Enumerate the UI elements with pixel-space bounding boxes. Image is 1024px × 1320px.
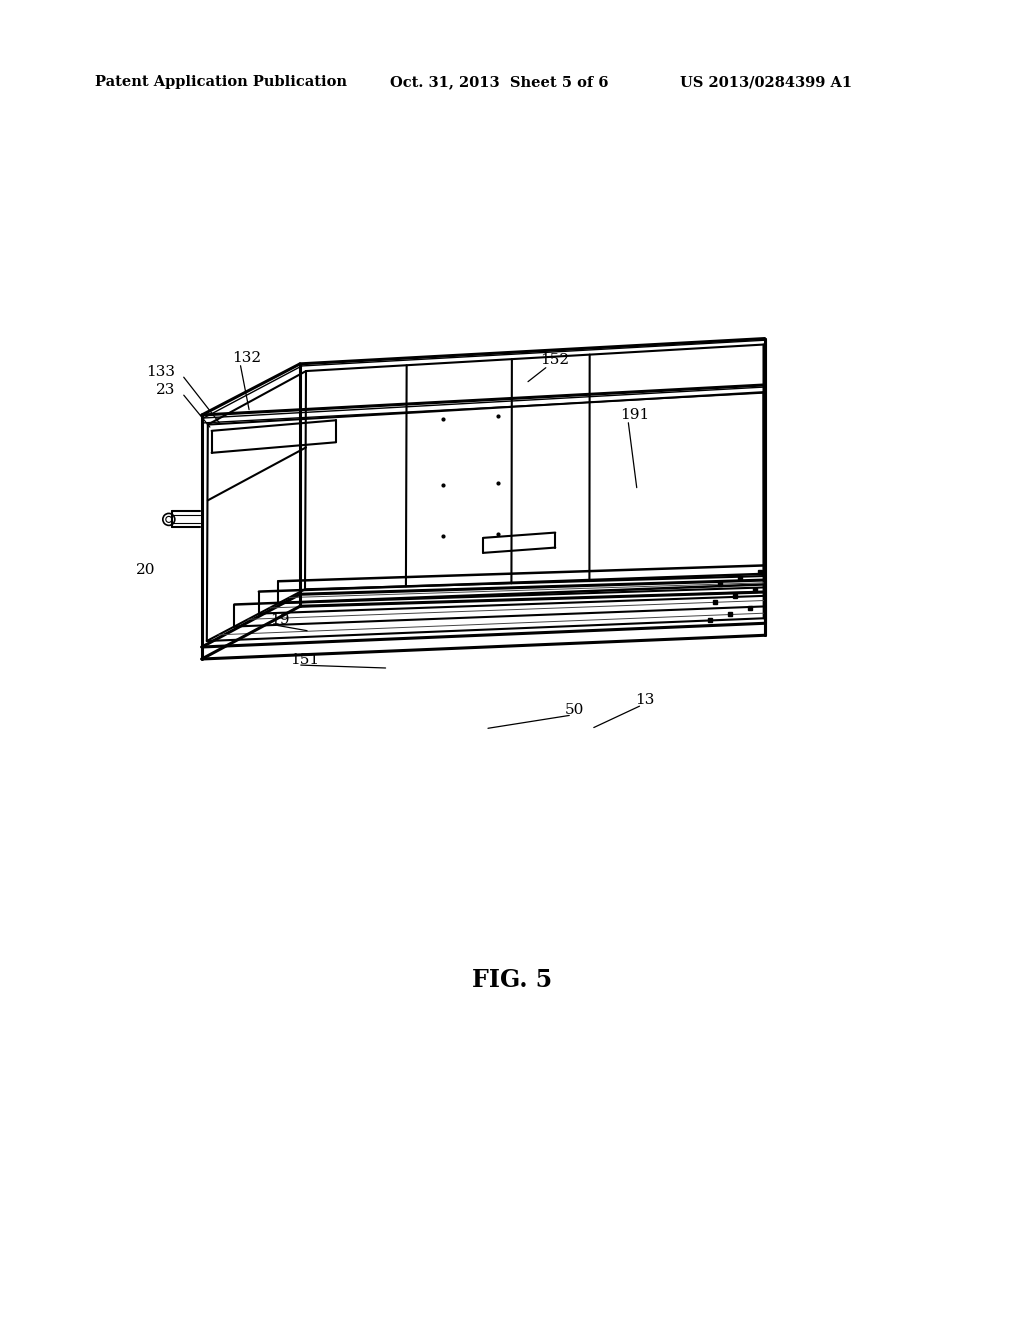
Text: 151: 151 bbox=[290, 653, 319, 667]
Text: 23: 23 bbox=[156, 383, 175, 397]
Text: FIG. 5: FIG. 5 bbox=[472, 968, 552, 993]
Text: 191: 191 bbox=[620, 408, 649, 422]
Text: 133: 133 bbox=[146, 366, 175, 379]
Text: 152: 152 bbox=[540, 352, 569, 367]
Text: US 2013/0284399 A1: US 2013/0284399 A1 bbox=[680, 75, 852, 88]
Text: 13: 13 bbox=[635, 693, 654, 708]
Text: 132: 132 bbox=[232, 351, 261, 366]
Text: Oct. 31, 2013  Sheet 5 of 6: Oct. 31, 2013 Sheet 5 of 6 bbox=[390, 75, 608, 88]
Text: 20: 20 bbox=[135, 564, 155, 577]
Text: 50: 50 bbox=[565, 704, 585, 717]
Text: Patent Application Publication: Patent Application Publication bbox=[95, 75, 347, 88]
Text: 19: 19 bbox=[270, 612, 290, 627]
